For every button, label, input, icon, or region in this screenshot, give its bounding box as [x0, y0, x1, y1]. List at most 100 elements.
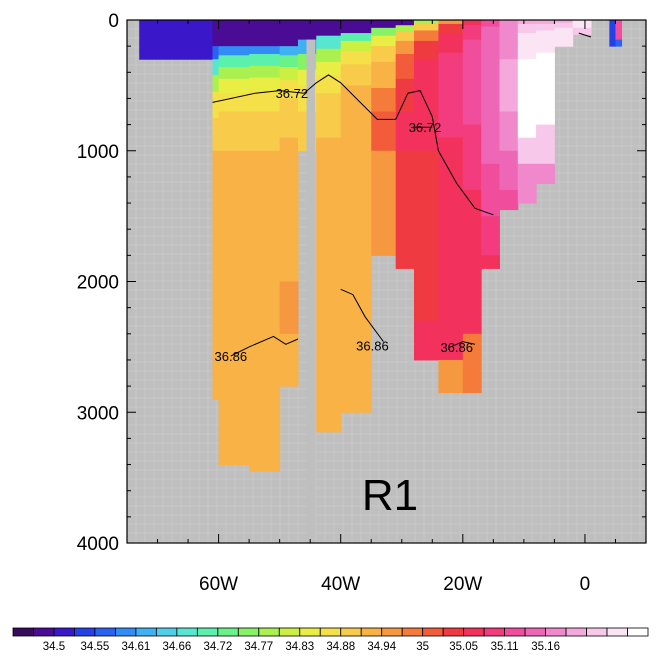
data-cell: [371, 20, 397, 29]
colorbar-label: 35.16: [531, 641, 560, 653]
data-cell: [499, 150, 519, 191]
contour-label: 36.86: [440, 340, 473, 355]
colorbar-label: 34.88: [326, 641, 355, 653]
data-cell: [340, 51, 372, 65]
data-cell: [212, 74, 220, 93]
data-cell: [371, 87, 397, 113]
data-cell: [340, 33, 372, 42]
data-cell: [536, 124, 555, 165]
data-cell: [279, 20, 299, 47]
x-tick-label: 0: [580, 574, 591, 595]
colorbar-swatch: [196, 627, 219, 637]
data-cell: [395, 150, 415, 269]
data-cell: [499, 59, 519, 113]
data-cell: [371, 35, 397, 47]
data-cell: [499, 189, 519, 211]
data-cell: [499, 20, 519, 26]
data-cell: [517, 137, 537, 165]
data-cell: [340, 85, 372, 126]
colorbar-swatch: [381, 627, 403, 637]
data-cell: [413, 23, 439, 31]
data-cell: [438, 137, 464, 282]
data-cell: [413, 30, 439, 42]
data-cell: [218, 111, 250, 152]
colorbar-swatch: [360, 627, 383, 637]
data-cell: [340, 20, 372, 34]
colorbar-swatch: [586, 627, 608, 637]
y-tick-label: 1000: [77, 142, 119, 163]
colorbar-swatch: [340, 627, 362, 637]
data-cell: [297, 20, 317, 41]
data-cell: [340, 124, 372, 348]
data-cell: [462, 72, 482, 126]
data-cell: [572, 27, 592, 35]
data-cell: [517, 33, 537, 60]
data-cell: [218, 67, 250, 80]
data-cell: [249, 53, 281, 67]
data-cell: [395, 40, 415, 55]
data-cell: [371, 150, 397, 256]
data-cell: [249, 111, 281, 152]
data-cell: [499, 25, 519, 60]
data-cell: [536, 52, 555, 126]
colorbar-swatch: [401, 627, 424, 637]
data-cell: [316, 20, 342, 37]
data-cell: [481, 111, 500, 165]
data-cell: [279, 67, 299, 81]
data-cell: [249, 150, 281, 472]
data-cell: [438, 23, 464, 34]
x-tick-label: 40W: [321, 574, 360, 595]
axes: 0 1000 2000 3000 4000 60W 40W 20W 0: [77, 11, 647, 595]
data-cell: [517, 23, 537, 34]
contour-line: [340, 288, 384, 342]
data-cell: [462, 189, 482, 282]
data-cell: [572, 20, 592, 29]
contour-line: [450, 341, 476, 348]
colorbar-swatch: [483, 627, 506, 637]
contour-label: 36.86: [356, 339, 389, 354]
data-cell: [395, 20, 415, 26]
data-cell: [481, 255, 500, 269]
data-cell: [438, 52, 464, 86]
data-cell: [249, 46, 281, 55]
data-cell: [212, 59, 220, 76]
data-cell: [554, 22, 574, 29]
colorbar-swatch: [299, 627, 321, 637]
colorbar-label: 35.05: [449, 641, 478, 653]
data-cell: [218, 46, 250, 56]
data-cell: [615, 39, 623, 47]
data-cell: [340, 40, 372, 52]
data-cell: [212, 118, 220, 152]
data-cell: [462, 281, 482, 335]
y-tick-label: 0: [108, 11, 119, 32]
data-cell: [395, 31, 415, 42]
data-cell: [413, 98, 439, 152]
data-cell: [279, 98, 299, 139]
data-cell: [554, 20, 574, 24]
colorbar-label: 34.83: [285, 641, 314, 653]
panel-label: R1: [362, 471, 418, 520]
data-cell: [316, 137, 342, 433]
data-cell: [615, 20, 623, 41]
data-cell: [481, 59, 500, 113]
colorbar-label: 34.77: [244, 641, 273, 653]
data-cell: [413, 320, 439, 361]
data-cell: [249, 77, 281, 92]
data-cell: [438, 33, 464, 54]
colorbar-label: 35.11: [491, 641, 519, 653]
data-cell: [316, 74, 342, 94]
colorbar-label: 34.55: [81, 641, 110, 653]
contour-label: 36.86: [215, 349, 248, 364]
data-cell: [212, 20, 220, 47]
data-cell: [279, 55, 299, 68]
colorbar-label: 34.66: [162, 641, 191, 653]
data-cell: [395, 78, 415, 113]
contour-lines: 36.72 36.72 36.86 36.86 36.86: [212, 32, 592, 364]
colorbar-swatch: [176, 627, 198, 637]
colorbar-swatch: [606, 627, 628, 637]
data-cell: [481, 216, 500, 256]
data-cell: [517, 163, 537, 204]
data-cell: [438, 85, 464, 139]
data-cell: [218, 78, 250, 94]
colorbar-swatch: [442, 627, 465, 637]
